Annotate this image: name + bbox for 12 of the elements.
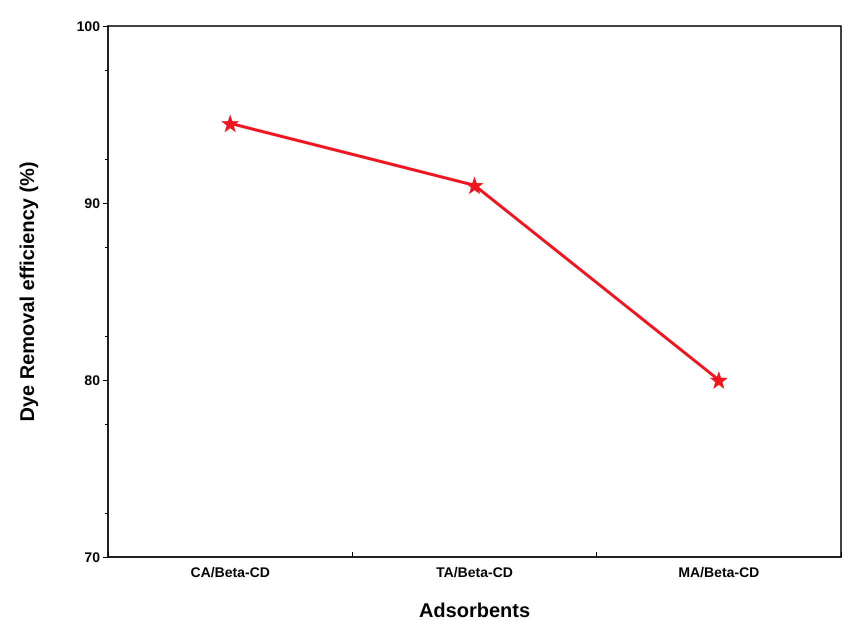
y-axis-title: Dye Removal efficiency (%)	[17, 161, 39, 422]
y-tick-label: 90	[84, 195, 100, 211]
x-axis-title: Adsorbents	[418, 600, 530, 622]
point	[466, 176, 484, 194]
point	[710, 371, 728, 389]
point	[221, 114, 240, 132]
x-tick-label: MA/Beta-CD	[678, 564, 760, 580]
y-tick-label: 80	[84, 372, 100, 388]
y-tick-label: 70	[84, 549, 100, 565]
x-tick-label: TA/Beta-CD	[436, 564, 513, 580]
x-tick-label: CA/Beta-CD	[190, 564, 270, 580]
y-tick-label: 100	[76, 18, 100, 34]
